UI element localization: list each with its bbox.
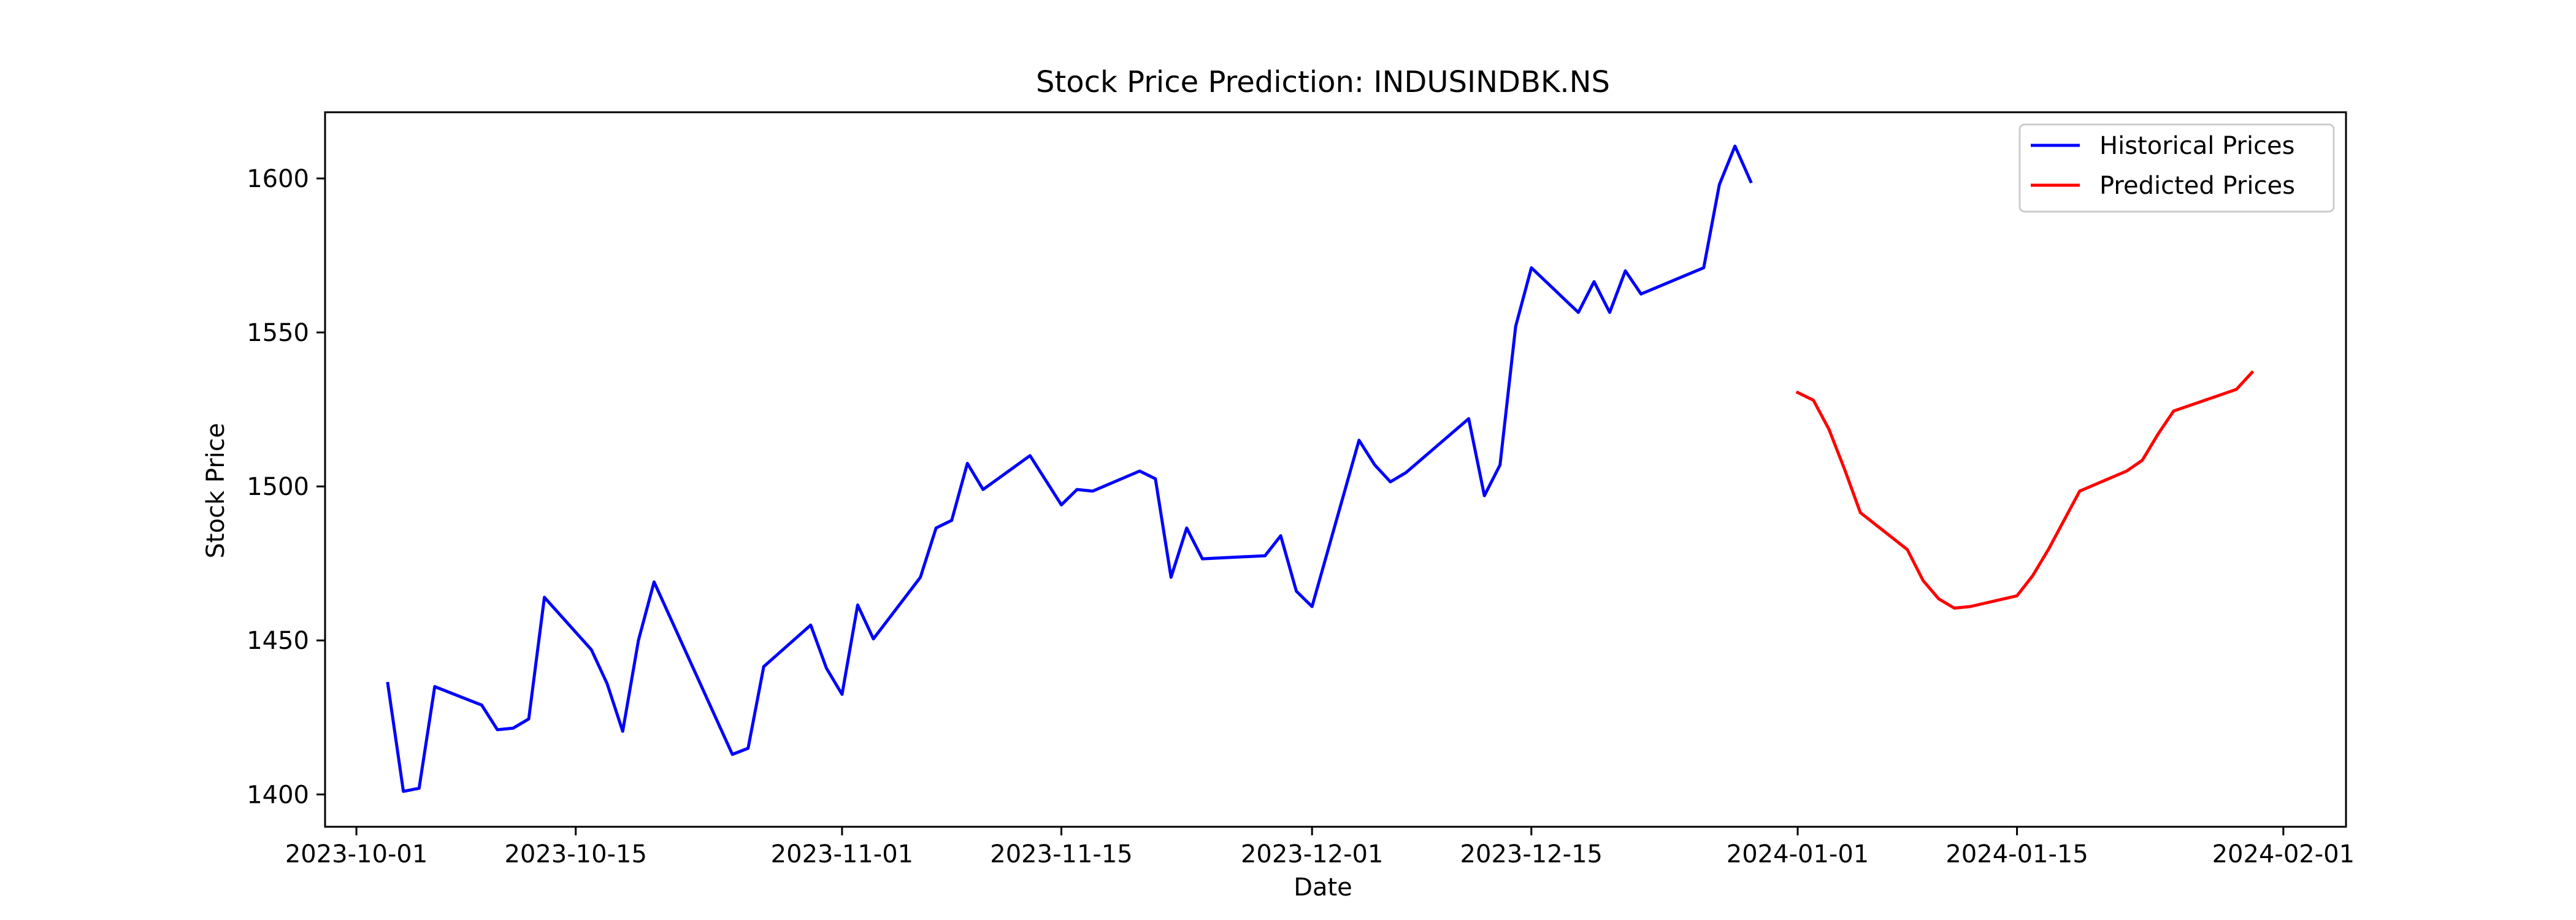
x-tick-label: 2023-12-15 [1460,840,1603,868]
y-axis-label: Stock Price [202,423,230,559]
legend-label: Predicted Prices [2099,172,2295,200]
x-tick-label: 2023-11-01 [771,840,913,868]
x-axis: 2023-10-01 2023-10-15 2023-11-01 2023-11-15… [285,827,2355,868]
x-axis-label: Date [1294,873,1352,902]
legend: Historical Prices Predicted Prices [2018,123,2335,213]
series-layer [386,144,2255,793]
y-tick-label: 1400 [247,781,309,809]
y-tick-label: 1450 [247,627,309,655]
x-tick-label: 2023-11-15 [990,840,1132,868]
legend-box [2018,123,2335,213]
plot-area-frame [324,111,2347,828]
x-tick-label: 2024-02-01 [2212,840,2355,868]
x-tick-label: 2023-10-01 [285,840,427,868]
y-tick-label: 1500 [247,473,309,501]
x-tick-label: 2024-01-01 [1727,840,1869,868]
y-axis: 1400 1450 1500 1550 1600 [247,165,325,809]
x-tick-label: 2023-12-01 [1241,840,1383,868]
y-tick-label: 1550 [247,319,309,347]
series-line-predicted [1795,370,2255,610]
legend-label: Historical Prices [2099,132,2295,160]
chart-title: Stock Price Prediction: INDUSINDBK.NS [1036,65,1610,99]
x-tick-label: 2023-10-15 [504,840,646,868]
series-line-historical [386,144,1753,793]
x-tick-label: 2024-01-15 [1945,840,2088,868]
y-tick-label: 1600 [247,165,309,193]
